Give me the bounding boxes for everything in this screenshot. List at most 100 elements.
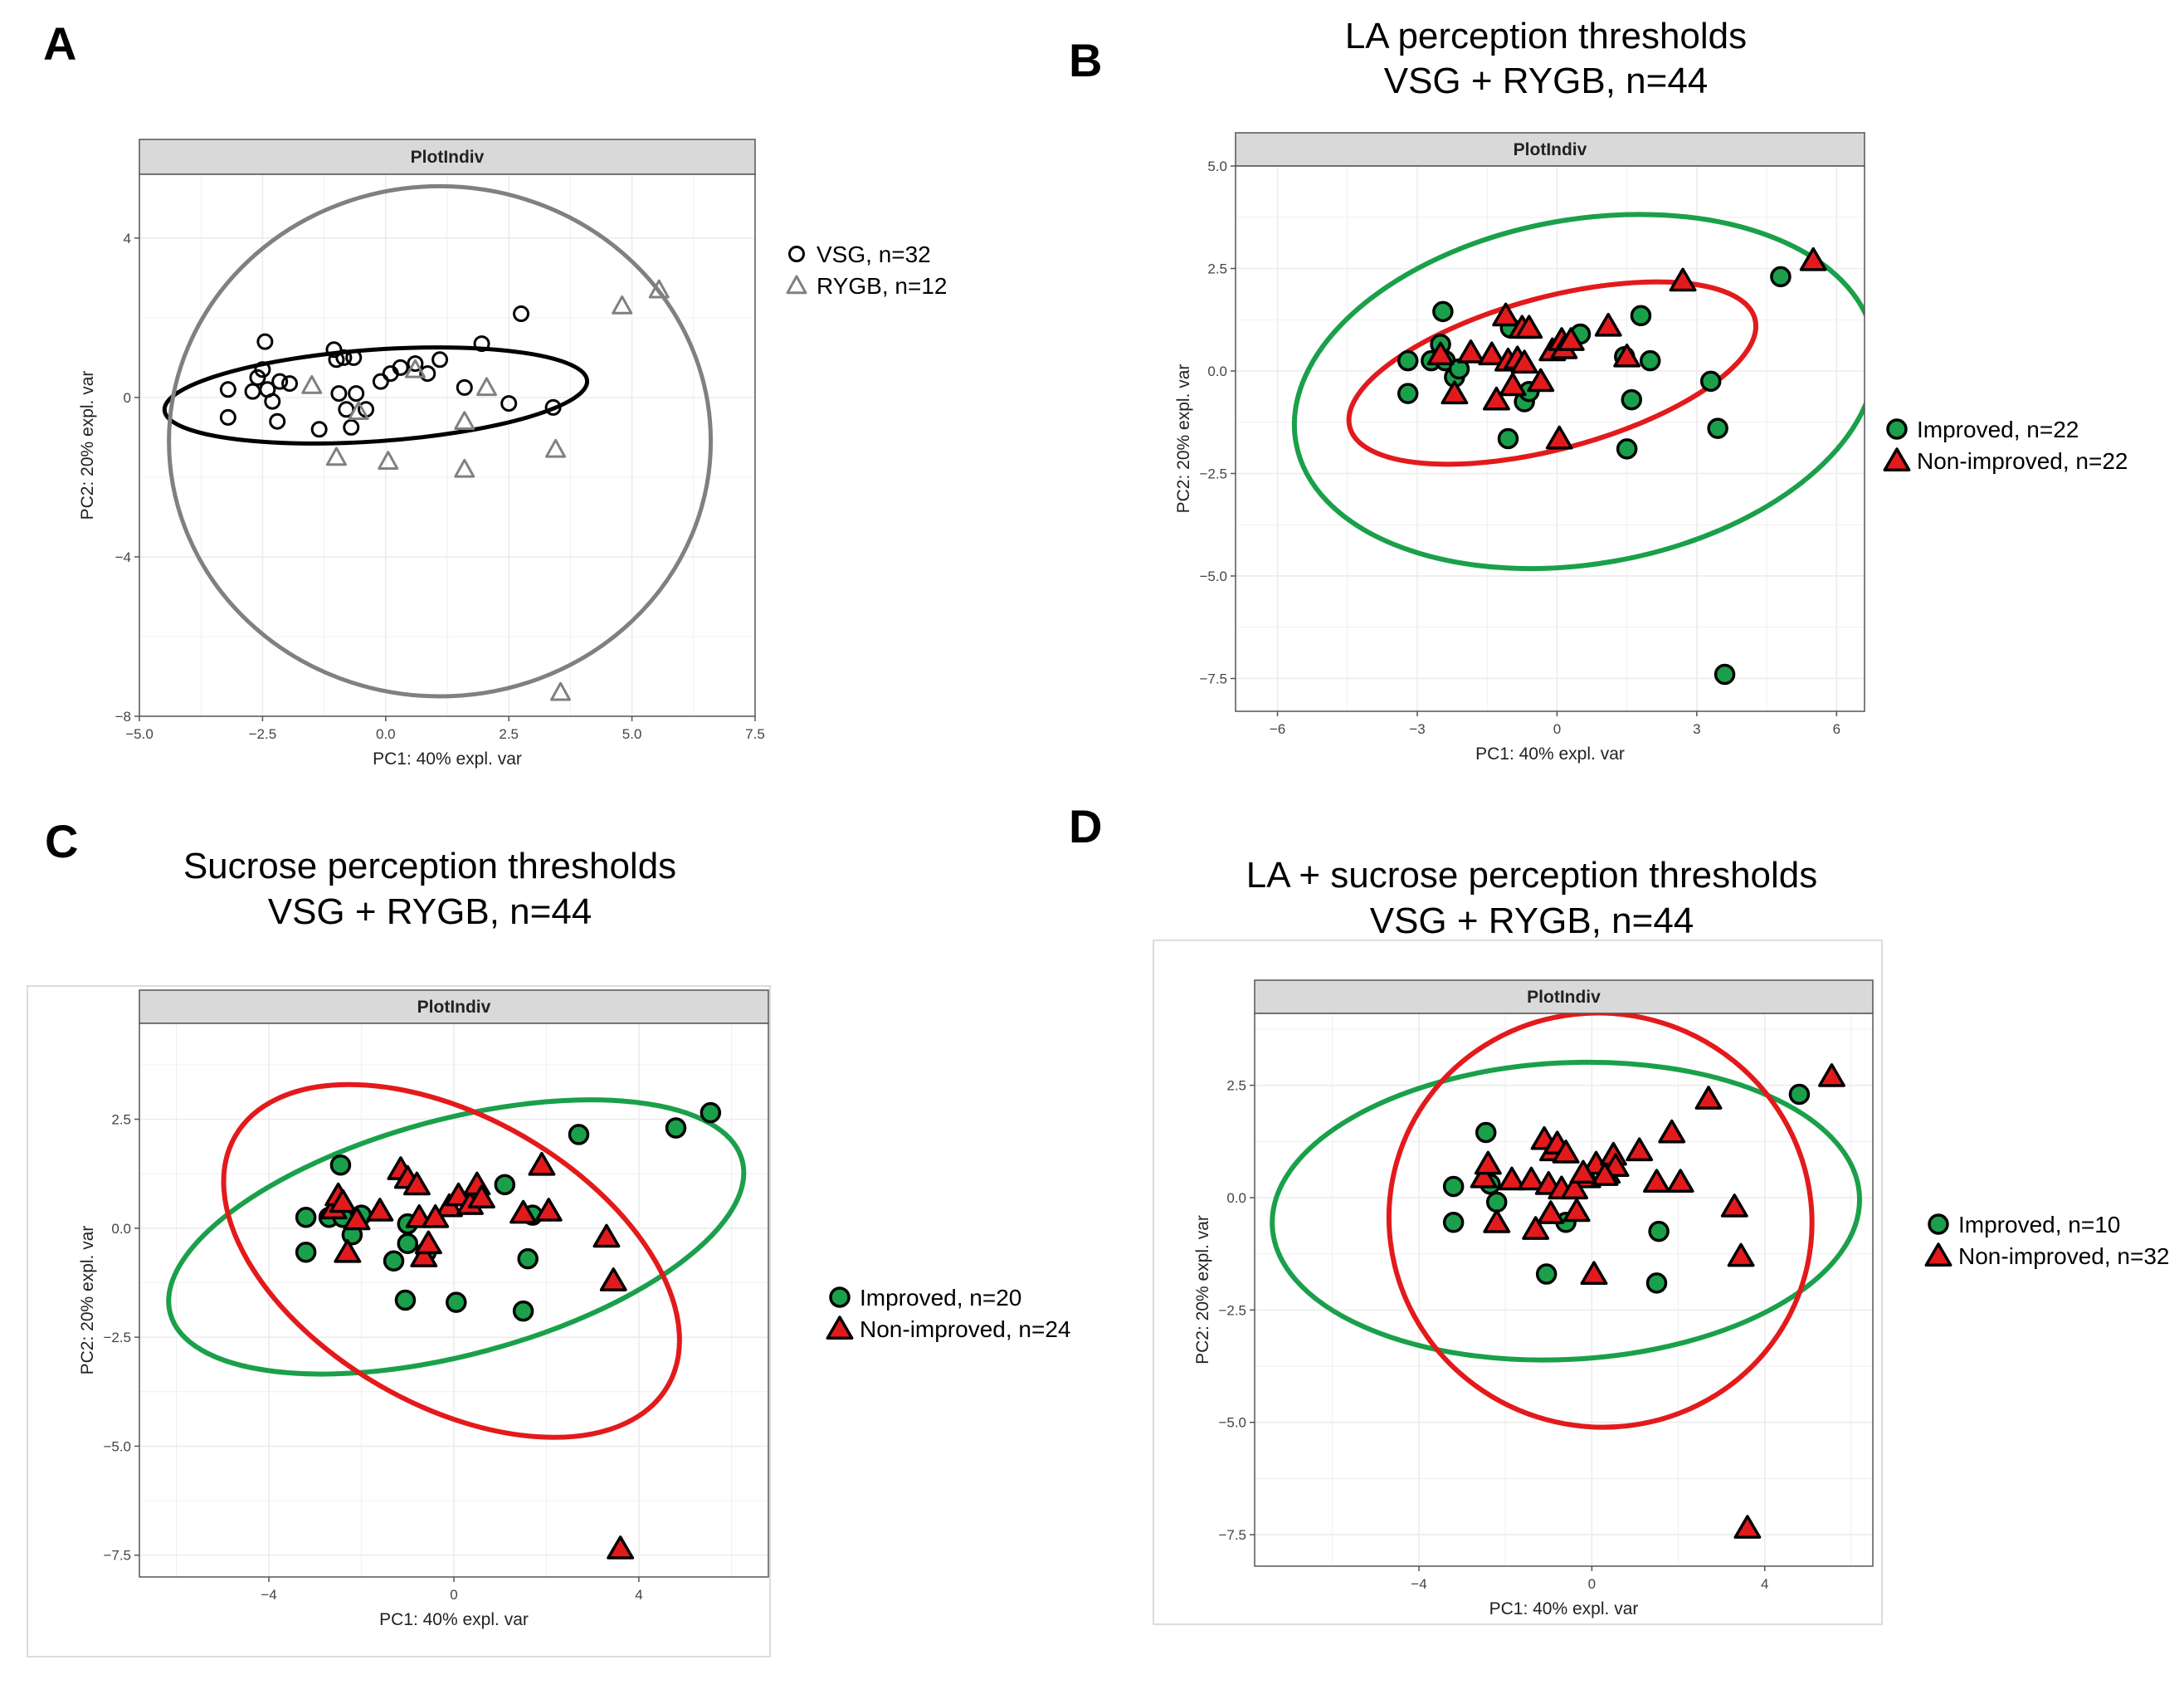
panel-a: A PlotIndiv −5.0 −2.5 0.0 2.5 5.0 7.5 −8 −4 0 4 PC1:… xyxy=(43,17,947,769)
strip-header xyxy=(139,139,756,175)
point-improved xyxy=(446,1291,467,1313)
panel-c: C Sucrose perception thresholds VSG + RYGB… xyxy=(27,815,1070,1657)
y-axis-label: PC2: 20% expl. var xyxy=(1193,1215,1212,1364)
y-tick-label: 0 xyxy=(124,390,131,406)
gridlines xyxy=(1236,166,1865,711)
point-improved xyxy=(1707,417,1728,439)
point-improved xyxy=(394,1289,417,1311)
point-non-improved xyxy=(1562,1198,1591,1223)
x-tick-label: 3 xyxy=(1693,721,1700,737)
point-non-improved xyxy=(1482,386,1510,411)
point-improved xyxy=(1535,1263,1558,1285)
point-vsg xyxy=(407,355,424,373)
x-tick-label: −4 xyxy=(261,1587,276,1603)
point-non-improved xyxy=(1510,349,1538,374)
legend: Improved, n=10 Non-improved, n=32 xyxy=(1924,1212,2169,1269)
y-tick-label: 2.5 xyxy=(111,1112,131,1128)
point-non-improved xyxy=(1694,1086,1723,1110)
x-axis-label: PC1: 40% expl. var xyxy=(373,749,522,769)
point-non-improved xyxy=(1478,341,1506,366)
legend-marker xyxy=(1928,1213,1949,1235)
y-tick-label: −5.0 xyxy=(1218,1415,1246,1431)
point-non-improved xyxy=(1561,1175,1588,1200)
point-vsg xyxy=(513,305,530,323)
legend-marker xyxy=(1886,418,1908,440)
point-non-improved xyxy=(1799,247,1827,271)
point-rygb xyxy=(648,279,670,299)
point-non-improved xyxy=(1426,341,1455,366)
point-non-improved xyxy=(1733,1515,1762,1539)
confidence-ellipses xyxy=(1270,1013,1863,1430)
legend-marker xyxy=(1883,447,1911,471)
y-tick-label: 5.0 xyxy=(1207,159,1227,174)
point-non-improved xyxy=(1557,327,1585,351)
point-non-improved xyxy=(410,1243,438,1267)
y-tick-label: 4 xyxy=(124,231,131,247)
y-axis-label: PC2: 20% expl. var xyxy=(1174,364,1193,514)
point-improved xyxy=(512,1300,534,1322)
panel-letter: D xyxy=(1069,800,1102,852)
point-improved xyxy=(1616,438,1638,460)
legend-label: RYGB, n=12 xyxy=(817,273,947,299)
point-improved xyxy=(1639,349,1661,372)
point-improved xyxy=(1630,305,1652,327)
plot-border xyxy=(139,173,756,717)
plot-background xyxy=(1255,1013,1873,1566)
point-non-improved xyxy=(1613,343,1641,368)
point-improved xyxy=(568,1124,590,1145)
point-vsg xyxy=(419,365,436,383)
y-tick-label: −7.5 xyxy=(103,1548,131,1564)
point-non-improved xyxy=(1515,315,1543,339)
x-tick-label: 0.0 xyxy=(376,726,396,742)
legend-marker xyxy=(829,1286,851,1308)
plot-border xyxy=(1254,1013,1874,1567)
point-non-improved xyxy=(1470,1164,1498,1189)
point-improved xyxy=(1770,266,1792,288)
point-improved xyxy=(295,1206,317,1228)
point-vsg xyxy=(269,412,286,430)
point-non-improved xyxy=(592,1223,621,1248)
point-non-improved xyxy=(1594,312,1622,337)
confidence-ellipses xyxy=(162,183,714,699)
panel-title: LA + sucrose perception thresholds xyxy=(1246,855,1818,896)
point-non-improved xyxy=(1658,1119,1686,1144)
data-points xyxy=(295,1101,722,1560)
point-improved xyxy=(1645,1272,1668,1294)
point-vsg xyxy=(431,351,449,369)
panel-d: D LA + sucrose perception thresholds VSG +… xyxy=(1069,800,2169,1625)
point-non-improved xyxy=(402,1171,431,1196)
legend-item: Non-improved, n=24 xyxy=(826,1316,1070,1342)
y-tick-label: 2.5 xyxy=(1226,1078,1246,1094)
point-vsg xyxy=(330,385,348,403)
panel-frame xyxy=(27,985,771,1657)
point-non-improved xyxy=(1492,302,1520,327)
point-vsg xyxy=(271,373,289,390)
legend-item: Improved, n=22 xyxy=(1886,417,2079,442)
point-vsg xyxy=(325,341,343,359)
data-points xyxy=(1397,247,1827,686)
legend: Improved, n=22 Non-improved, n=22 xyxy=(1883,417,2128,474)
x-tick-label: 6 xyxy=(1833,721,1840,737)
point-rygb xyxy=(378,451,399,471)
point-rygb xyxy=(612,295,633,315)
point-vsg xyxy=(264,393,281,410)
x-tick-label: 4 xyxy=(635,1587,642,1603)
legend-item: Improved, n=20 xyxy=(829,1285,1021,1311)
point-vsg xyxy=(500,395,518,412)
point-non-improved xyxy=(1499,372,1527,397)
panel-letter: B xyxy=(1069,34,1102,86)
point-improved xyxy=(700,1101,722,1124)
y-tick-label: 0.0 xyxy=(1207,364,1227,379)
point-non-improved xyxy=(1527,368,1555,393)
x-axis-label: PC1: 40% expl. var xyxy=(1475,744,1625,764)
plot-border xyxy=(1235,165,1865,712)
point-non-improved xyxy=(599,1267,627,1291)
x-tick-label: −2.5 xyxy=(249,726,277,742)
point-non-improved xyxy=(1720,1194,1748,1218)
strip-label: PlotIndiv xyxy=(1527,988,1601,1007)
point-vsg xyxy=(281,375,299,393)
y-tick-label: −8 xyxy=(115,709,131,725)
y-tick-label: −7.5 xyxy=(1199,671,1227,686)
point-vsg xyxy=(544,398,562,416)
panel-letter: A xyxy=(43,17,76,70)
